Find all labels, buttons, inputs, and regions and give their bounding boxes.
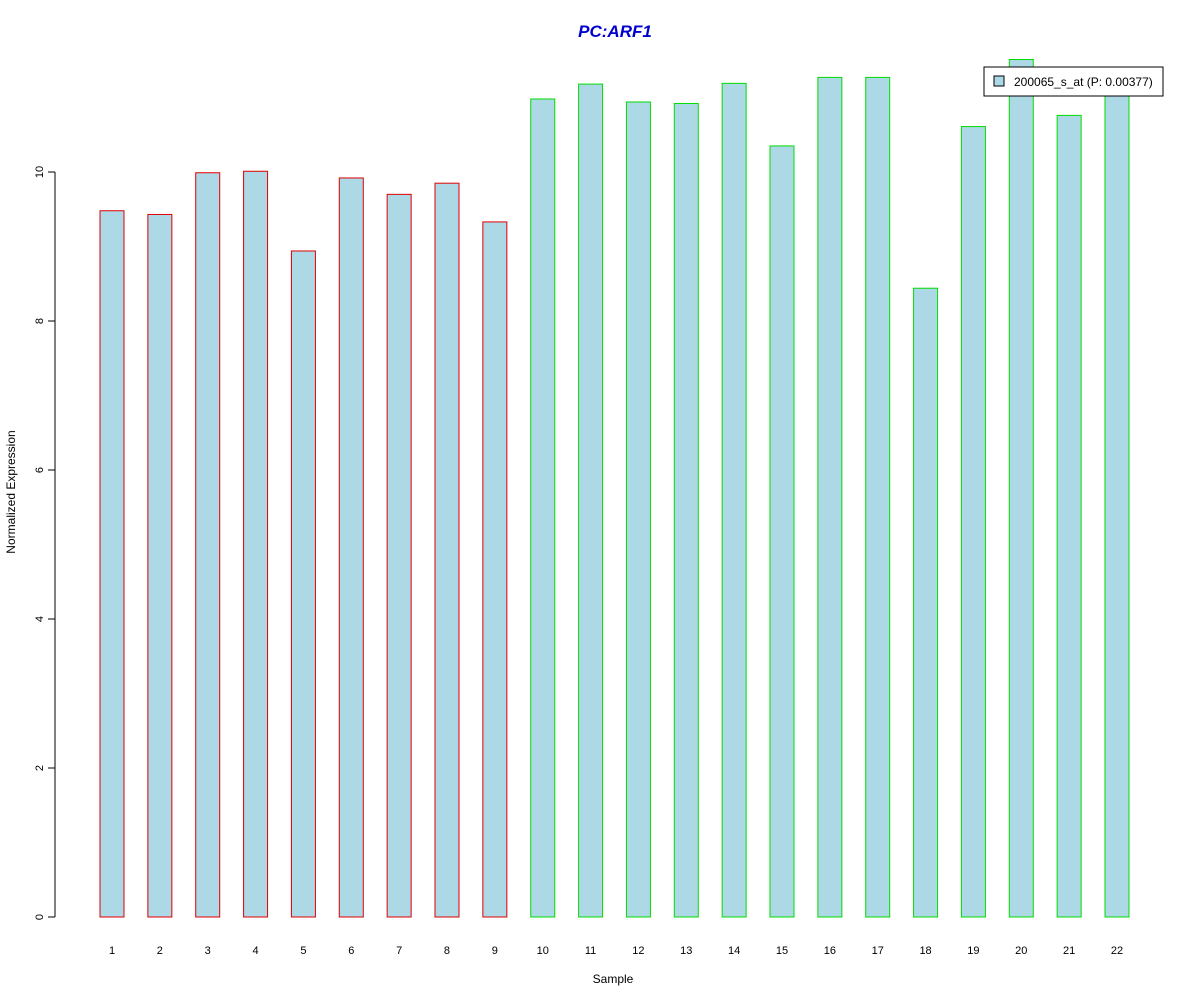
legend-entry: 200065_s_at (P: 0.00377) xyxy=(1014,75,1153,89)
x-tick-label: 5 xyxy=(300,945,306,957)
bar-sample-17 xyxy=(865,76,891,918)
x-tick-label: 9 xyxy=(492,945,498,957)
bar-sample-4 xyxy=(243,170,269,918)
bar-sample-11 xyxy=(578,83,604,918)
x-tick-labels: 1 2 3 4 5 6 7 8 9 10 11 12 13 14 15 16 17 18 19 20 21 22 xyxy=(109,945,1123,957)
x-tick-label: 18 xyxy=(919,945,931,957)
bar-sample-7 xyxy=(386,193,412,918)
bar-sample-10 xyxy=(530,98,556,918)
bar-sample-8 xyxy=(434,182,460,918)
x-tick-label: 7 xyxy=(396,945,402,957)
x-tick-label: 16 xyxy=(824,945,836,957)
bar-sample-21 xyxy=(1056,114,1082,918)
x-tick-label: 12 xyxy=(632,945,644,957)
bar-sample-12 xyxy=(625,101,651,918)
x-tick-label: 1 xyxy=(109,945,115,957)
legend: 200065_s_at (P: 0.00377) xyxy=(983,66,1164,97)
bars-group xyxy=(99,59,1130,918)
x-tick-label: 13 xyxy=(680,945,692,957)
x-tick-label: 8 xyxy=(444,945,450,957)
x-tick-label: 10 xyxy=(537,945,549,957)
chart-title: PC:ARF1 xyxy=(578,22,652,41)
y-tick-label: 4 xyxy=(34,616,46,622)
bar-sample-6 xyxy=(338,177,364,918)
x-tick-label: 6 xyxy=(348,945,354,957)
y-axis: 0 2 4 6 8 10 xyxy=(34,166,56,920)
x-axis-label: Sample xyxy=(593,972,634,986)
x-tick-label: 11 xyxy=(585,945,596,957)
bar-sample-3 xyxy=(195,172,221,918)
y-tick-label: 8 xyxy=(34,318,46,324)
bar-sample-5 xyxy=(290,250,316,918)
x-tick-label: 4 xyxy=(253,945,259,957)
x-tick-label: 19 xyxy=(967,945,979,957)
x-tick-label: 15 xyxy=(776,945,788,957)
x-tick-label: 22 xyxy=(1111,945,1123,957)
x-tick-label: 3 xyxy=(205,945,211,957)
bar-sample-2 xyxy=(147,213,173,918)
x-tick-label: 21 xyxy=(1063,945,1075,957)
bar-sample-9 xyxy=(482,221,508,918)
bar-sample-14 xyxy=(721,82,747,918)
bar-sample-16 xyxy=(817,76,843,918)
y-tick-label: 10 xyxy=(34,166,46,178)
legend-swatch xyxy=(993,75,1005,87)
x-tick-label: 14 xyxy=(728,945,740,957)
bar-sample-22 xyxy=(1104,90,1130,918)
y-axis-label: Normalized Expression xyxy=(4,430,18,553)
y-tick-label: 2 xyxy=(34,765,46,771)
y-tick-label: 0 xyxy=(34,914,46,920)
bar-sample-18 xyxy=(913,287,939,918)
x-tick-label: 20 xyxy=(1015,945,1027,957)
bar-sample-15 xyxy=(769,145,795,918)
bar-sample-1 xyxy=(99,210,125,918)
bar-sample-19 xyxy=(960,126,986,918)
bar-sample-13 xyxy=(673,102,699,918)
x-tick-label: 17 xyxy=(872,945,884,957)
x-tick-label: 2 xyxy=(157,945,163,957)
bar-sample-20 xyxy=(1008,59,1034,918)
y-tick-label: 6 xyxy=(34,467,46,473)
legend-box xyxy=(983,66,1164,97)
